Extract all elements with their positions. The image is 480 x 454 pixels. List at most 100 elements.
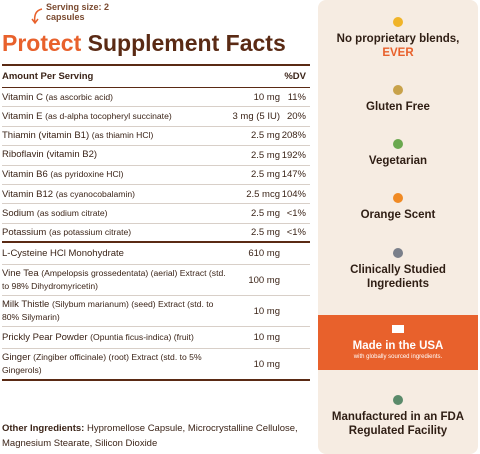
- nutrient-name: Riboflavin (vitamin B2): [2, 149, 98, 161]
- feature-icon: [393, 394, 403, 405]
- nutrient-detail: (Zingiber officinale) (root) Extract (st…: [2, 352, 202, 376]
- nutrient-row: Prickly Pear Powder (Opuntia ficus-indic…: [2, 327, 310, 350]
- nutrient-name: Prickly Pear Powder: [2, 332, 88, 344]
- nutrient-name: Thiamin (vitamin B1): [2, 130, 90, 142]
- amount-header: Amount Per Serving: [2, 70, 94, 82]
- nutrient-amount: 10 mg: [253, 305, 280, 317]
- feature: Clinically Studied Ingredients: [323, 247, 473, 291]
- title-rest: Supplement Facts: [87, 30, 286, 56]
- nutrient-label: Thiamin (vitamin B1) (as thiamin HCl): [2, 129, 230, 142]
- nutrient-label: Vitamin E (as d-alpha tocopheryl succina…: [2, 110, 230, 123]
- nutrient-amount: 2.5 mg: [250, 130, 280, 142]
- nutrient-row: Vine Tea (Ampelopsis grossedentata) (aer…: [2, 265, 310, 297]
- nutrient-detail: (as cyanocobalamin): [55, 188, 135, 199]
- nutrient-detail: (as d-alpha tocopheryl succinate): [45, 111, 172, 122]
- nutrient-row: Thiamin (vitamin B1) (as thiamin HCl) 2.5…: [2, 127, 310, 147]
- nutrient-row: Vitamin E (as d-alpha tocopheryl succina…: [2, 107, 310, 127]
- nutrient-dv: 20%: [286, 111, 306, 123]
- nutrient-row: Potassium (as potassium citrate) 2.5 mg <1…: [2, 224, 310, 244]
- nutrient-name: Potassium: [2, 226, 47, 238]
- feature: No proprietary blends, EVER: [323, 16, 473, 60]
- nutrient-detail: (as ascorbic acid): [45, 91, 113, 102]
- title-highlight: Protect: [2, 30, 82, 56]
- nutrient-amount: 2.5 mg: [250, 149, 280, 161]
- other-ingredients-label: Other Ingredients:: [2, 423, 85, 434]
- feature-text: Made in the USA: [352, 339, 444, 352]
- nutrient-amount: 2.5 mg: [250, 169, 280, 181]
- feature-text: Clinically Studied Ingredients: [350, 263, 446, 290]
- nutrient-name: Vine Tea: [2, 268, 39, 280]
- table-header: Amount Per Serving %DV: [2, 66, 310, 88]
- nutrient-amount: 100 mg: [248, 274, 280, 286]
- nutrient-amount: 2.5 mcg: [246, 188, 280, 200]
- nutrient-amount: 610 mg: [248, 248, 280, 260]
- nutrient-label: Riboflavin (vitamin B2): [2, 149, 230, 161]
- nutrient-label: Milk Thistle (Silybum marianum) (seed) E…: [2, 298, 230, 324]
- nutrient-label: Prickly Pear Powder (Opuntia ficus-indic…: [2, 331, 230, 344]
- feature-text: Vegetarian: [368, 155, 428, 168]
- other-ingredients: Other Ingredients: Hypromellose Capsule,…: [2, 421, 302, 451]
- feature: Orange Scent: [323, 192, 473, 222]
- feature-text: No proprietary blends,: [336, 33, 460, 46]
- feature-icon: [393, 139, 403, 150]
- nutrient-label: Vine Tea (Ampelopsis grossedentata) (aer…: [2, 267, 230, 293]
- feature-icon: [393, 85, 403, 96]
- nutrient-detail: (Ampelopsis grossedentata) (aerial) Extr…: [2, 268, 226, 292]
- feature-icon: [393, 247, 403, 258]
- nutrient-detail: (Silybum marianum) (seed) Extract (std. …: [2, 299, 214, 323]
- nutrient-row: Vitamin B6 (as pyridoxine HCl) 2.5 mg 147%: [2, 166, 310, 185]
- nutrient-label: Vitamin B6 (as pyridoxine HCl): [2, 168, 230, 181]
- nutrient-amount: 3 mg (5 IU): [232, 111, 280, 123]
- nutrient-detail: (as pyridoxine HCl): [50, 169, 124, 180]
- feature-panel: No proprietary blends, EVER Gluten Free Ve…: [318, 0, 478, 454]
- nutrient-label: Ginger (Zingiber officinale) (root) Extr…: [2, 351, 230, 377]
- feature-text: Orange Scent: [360, 209, 436, 222]
- nutrient-row: Vitamin B12 (as cyanocobalamin) 2.5 mcg 10…: [2, 185, 310, 205]
- feature: Gluten Free: [323, 84, 473, 114]
- nutrient-amount: 2.5 mg: [250, 208, 280, 220]
- feature-text: Gluten Free: [366, 101, 430, 114]
- nutrient-dv: <1%: [286, 226, 306, 238]
- nutrient-name: Sodium: [2, 208, 35, 220]
- nutrient-name: Vitamin B6: [2, 169, 48, 181]
- nutrient-row: Ginger (Zingiber officinale) (root) Extr…: [2, 349, 310, 382]
- nutrient-name: Ginger: [2, 352, 31, 364]
- nutrient-dv: 208%: [281, 130, 306, 142]
- nutrient-detail: (as sodium citrate): [36, 208, 108, 219]
- nutrient-detail: (as thiamin HCl): [91, 130, 154, 141]
- nutrient-dv: <1%: [286, 208, 306, 220]
- nutrient-detail: (Opuntia ficus-indica) (fruit): [90, 332, 194, 343]
- nutrient-row: Milk Thistle (Silybum marianum) (seed) E…: [2, 296, 310, 328]
- nutrient-dv: 104%: [281, 188, 306, 200]
- nutrient-name: L-Cysteine HCl Monohydrate: [2, 247, 124, 259]
- serving-note: Serving size: 2 capsules: [46, 2, 110, 22]
- nutrient-row: L-Cysteine HCl Monohydrate 610 mg: [2, 243, 310, 266]
- nutrient-row: Vitamin C (as ascorbic acid) 10 mg 11%: [2, 88, 310, 108]
- nutrient-name: Vitamin C: [2, 91, 44, 103]
- feature-text: Manufactured in an FDA Regulated Facilit…: [331, 410, 465, 437]
- arrow-icon: [31, 8, 43, 25]
- feature-highlight: EVER: [382, 47, 414, 60]
- feature-subtext: with globally sourced ingredients.: [353, 353, 443, 360]
- nutrient-dv: 11%: [287, 91, 306, 103]
- nutrient-row: Sodium (as sodium citrate) 2.5 mg <1%: [2, 204, 310, 224]
- feature-icon: [393, 17, 403, 28]
- title: Protect Supplement Facts: [2, 30, 286, 57]
- nutrient-amount: 10 mg: [253, 91, 280, 103]
- other-ingredients-text: Hypromellose Capsule, Microcrystalline C…: [2, 423, 298, 449]
- nutrient-dv: 192%: [281, 149, 306, 161]
- nutrient-detail: (as potassium citrate): [49, 226, 132, 237]
- feature-icon: [392, 324, 404, 333]
- nutrient-name: Vitamin B12: [2, 188, 54, 200]
- nutrient-name: Vitamin E: [2, 111, 43, 123]
- nutrient-label: Vitamin C (as ascorbic acid): [2, 91, 230, 104]
- nutrient-amount: 10 mg: [253, 358, 280, 370]
- feature: Vegetarian: [323, 138, 473, 168]
- nutrient-label: L-Cysteine HCl Monohydrate: [2, 248, 230, 260]
- dv-header: %DV: [284, 71, 306, 82]
- feature-icon: [393, 193, 403, 204]
- feature: Made in the USA with globally sourced ing…: [318, 314, 478, 370]
- nutrient-amount: 10 mg: [253, 332, 280, 344]
- nutrient-label: Vitamin B12 (as cyanocobalamin): [2, 188, 230, 201]
